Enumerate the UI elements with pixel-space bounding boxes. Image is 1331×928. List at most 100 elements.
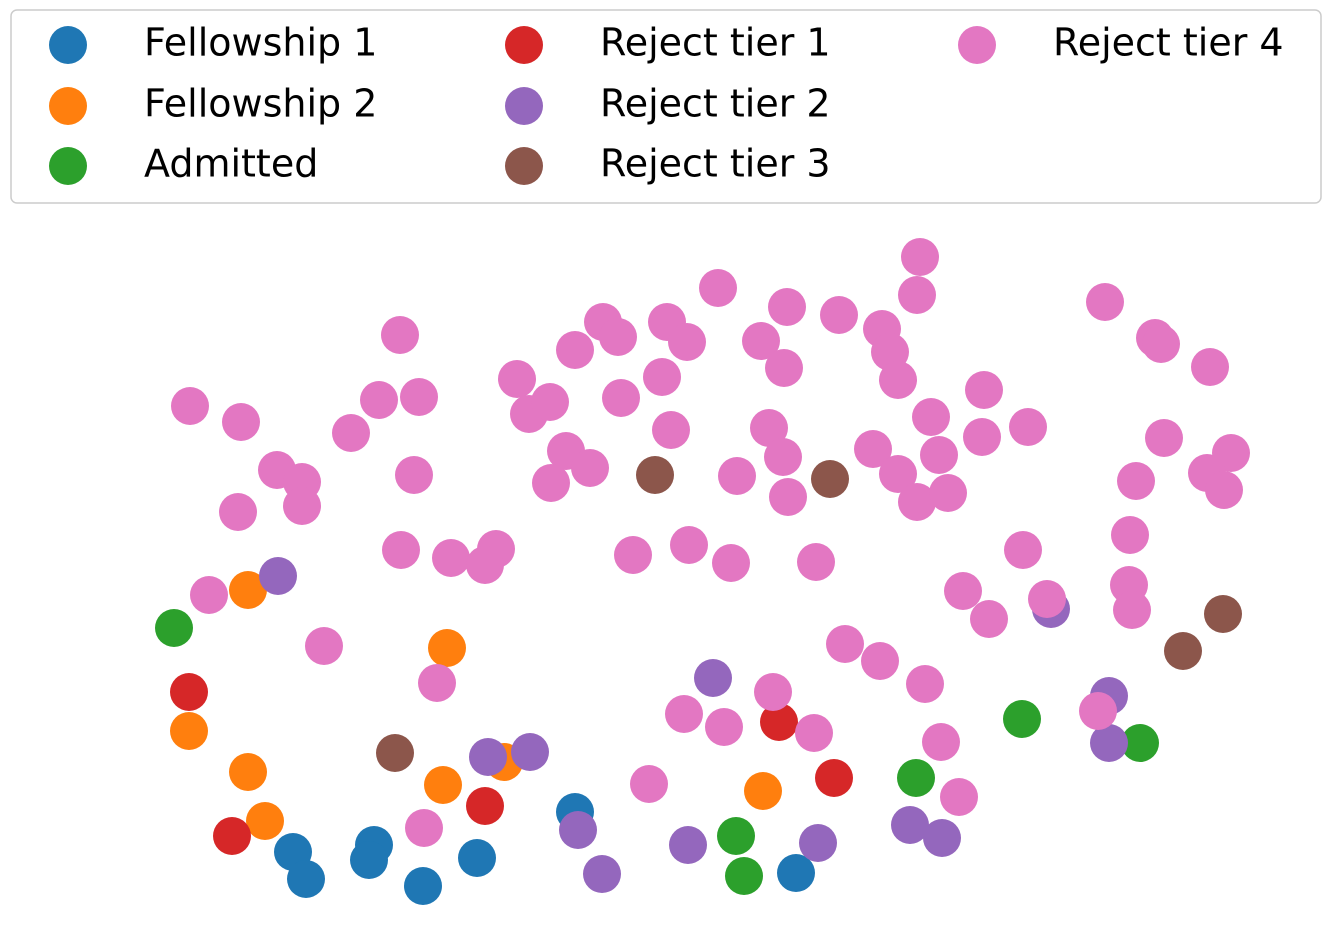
legend-marker <box>49 147 87 185</box>
point <box>219 493 257 531</box>
point <box>614 536 652 574</box>
point <box>428 629 466 667</box>
point <box>694 659 732 697</box>
point <box>190 576 228 614</box>
point <box>511 733 549 771</box>
point <box>920 436 958 474</box>
point <box>246 802 284 840</box>
point <box>1145 419 1183 457</box>
point <box>532 464 570 502</box>
point <box>1113 591 1151 629</box>
point <box>742 322 780 360</box>
legend-marker <box>505 26 543 64</box>
point <box>381 316 419 354</box>
point <box>799 824 837 862</box>
point <box>879 361 917 399</box>
point <box>923 819 961 857</box>
point <box>1142 325 1180 363</box>
point <box>940 778 978 816</box>
point <box>498 360 536 398</box>
point <box>944 572 982 610</box>
point <box>630 765 668 803</box>
point <box>404 867 442 905</box>
legend-label: Reject tier 1 <box>600 21 831 65</box>
point <box>395 456 433 494</box>
point <box>826 625 864 663</box>
point <box>670 526 708 564</box>
point <box>811 460 849 498</box>
point <box>769 478 807 516</box>
point <box>820 296 858 334</box>
point <box>764 438 802 476</box>
point <box>891 806 929 844</box>
point <box>1079 692 1117 730</box>
legend-marker <box>958 26 996 64</box>
point <box>699 269 737 307</box>
point <box>760 703 798 741</box>
point <box>400 378 438 416</box>
point <box>1003 700 1041 738</box>
point <box>1191 348 1229 386</box>
point <box>970 600 1008 638</box>
point <box>170 712 208 750</box>
point <box>405 809 443 847</box>
point <box>466 787 504 825</box>
point <box>1028 580 1066 618</box>
point <box>963 418 1001 456</box>
point <box>556 331 594 369</box>
point <box>155 609 193 647</box>
point <box>559 811 597 849</box>
point <box>744 772 782 810</box>
point <box>754 673 792 711</box>
legend-box <box>10 9 1322 204</box>
point <box>643 358 681 396</box>
point <box>229 571 267 609</box>
point <box>376 734 414 772</box>
point <box>652 411 690 449</box>
point <box>432 539 470 577</box>
point <box>897 759 935 797</box>
legend-marker <box>49 26 87 64</box>
point <box>665 695 703 733</box>
point <box>332 414 370 452</box>
point <box>1204 595 1242 633</box>
point <box>705 708 743 746</box>
legend-label: Reject tier 2 <box>600 82 831 126</box>
point <box>898 276 936 314</box>
point <box>1164 632 1202 670</box>
point <box>466 546 504 584</box>
point <box>424 766 462 804</box>
point <box>718 457 756 495</box>
legend-label: Reject tier 4 <box>1053 21 1284 65</box>
legend-label: Fellowship 2 <box>144 82 377 126</box>
point <box>599 318 637 356</box>
point <box>797 543 835 581</box>
point <box>765 349 803 387</box>
point <box>668 323 706 361</box>
legend-label: Admitted <box>144 142 318 186</box>
point <box>469 738 507 776</box>
point <box>259 557 297 595</box>
point <box>1121 724 1159 762</box>
point <box>1205 471 1243 509</box>
point <box>305 627 343 665</box>
point <box>1004 531 1042 569</box>
point <box>583 855 621 893</box>
point <box>669 826 707 864</box>
point <box>854 430 892 468</box>
point <box>350 841 388 879</box>
point <box>898 483 936 521</box>
point <box>229 753 267 791</box>
point <box>1090 724 1128 762</box>
point <box>531 383 569 421</box>
legend-marker <box>505 87 543 125</box>
legend-label: Reject tier 3 <box>600 142 831 186</box>
point <box>287 860 325 898</box>
point <box>602 379 640 417</box>
point <box>906 665 944 703</box>
point <box>901 238 939 276</box>
point <box>861 642 899 680</box>
point <box>1086 283 1124 321</box>
point <box>929 474 967 512</box>
point <box>1009 408 1047 446</box>
